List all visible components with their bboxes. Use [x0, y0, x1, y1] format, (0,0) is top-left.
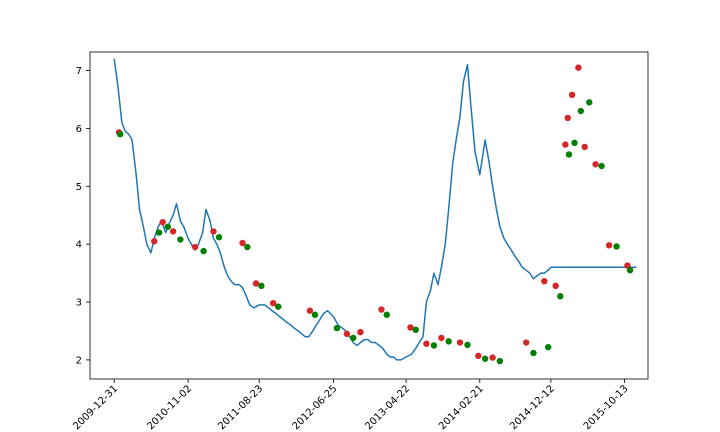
sell-marker: [568, 91, 576, 99]
buy-marker: [333, 324, 341, 332]
sell-marker: [575, 64, 582, 71]
buy-marker: [244, 243, 251, 251]
buy-marker: [544, 343, 552, 351]
buy-marker: [464, 341, 471, 349]
sell-marker: [169, 228, 177, 235]
sell-marker: [552, 282, 559, 290]
buy-marker: [155, 229, 163, 236]
buy-marker: [577, 107, 585, 115]
sell-marker: [159, 218, 166, 226]
buy-marker: [177, 236, 184, 243]
buy-marker: [481, 355, 489, 362]
signal-markers: [115, 64, 634, 365]
sell-marker: [252, 280, 260, 287]
y-tick-label: 5: [76, 182, 82, 193]
axes-frame: [89, 51, 649, 380]
sell-marker: [581, 143, 588, 151]
buy-marker: [496, 357, 504, 365]
buy-marker: [164, 223, 172, 230]
sell-marker: [210, 228, 217, 235]
sell-marker: [456, 339, 464, 346]
sell-marker: [564, 114, 571, 122]
buy-marker: [598, 162, 605, 170]
price-series-line: [113, 58, 637, 361]
buy-marker: [586, 99, 593, 106]
buy-marker: [258, 282, 265, 290]
sell-marker: [624, 262, 631, 269]
buy-marker: [445, 338, 452, 345]
buy-marker: [383, 311, 390, 318]
buy-marker: [215, 234, 223, 241]
sell-marker: [378, 306, 385, 313]
y-tick-label: 2: [76, 355, 82, 366]
buy-marker: [311, 311, 319, 318]
buy-marker: [275, 303, 282, 310]
buy-marker: [117, 130, 124, 138]
sell-marker: [523, 339, 530, 346]
y-tick-label: 6: [76, 124, 82, 135]
buy-marker: [200, 247, 207, 255]
sell-marker: [438, 334, 445, 342]
buy-marker: [565, 151, 573, 158]
sell-marker: [423, 340, 430, 347]
sell-marker: [489, 354, 496, 361]
buy-marker: [557, 293, 564, 300]
sell-marker: [151, 238, 158, 245]
sell-marker: [407, 324, 414, 331]
y-tick-label: 4: [76, 240, 82, 251]
sell-marker: [592, 161, 599, 168]
buy-marker: [530, 349, 537, 357]
plot-area: [113, 58, 637, 361]
sell-marker: [239, 239, 246, 247]
sell-marker: [269, 299, 277, 307]
y-tick-label: 7: [76, 66, 82, 77]
buy-marker: [571, 139, 578, 147]
buy-marker: [349, 334, 357, 342]
sell-marker: [191, 243, 199, 251]
y-tick-label: 3: [76, 298, 82, 309]
sell-marker: [605, 242, 613, 249]
sell-marker: [343, 330, 351, 338]
buy-marker: [412, 326, 419, 334]
buy-marker: [626, 266, 634, 274]
buy-marker: [613, 243, 620, 250]
sell-marker: [357, 328, 364, 336]
sell-marker: [562, 141, 569, 148]
sell-marker: [475, 352, 482, 360]
sell-marker: [541, 277, 548, 285]
buy-marker: [430, 342, 438, 349]
sell-marker: [306, 307, 314, 314]
